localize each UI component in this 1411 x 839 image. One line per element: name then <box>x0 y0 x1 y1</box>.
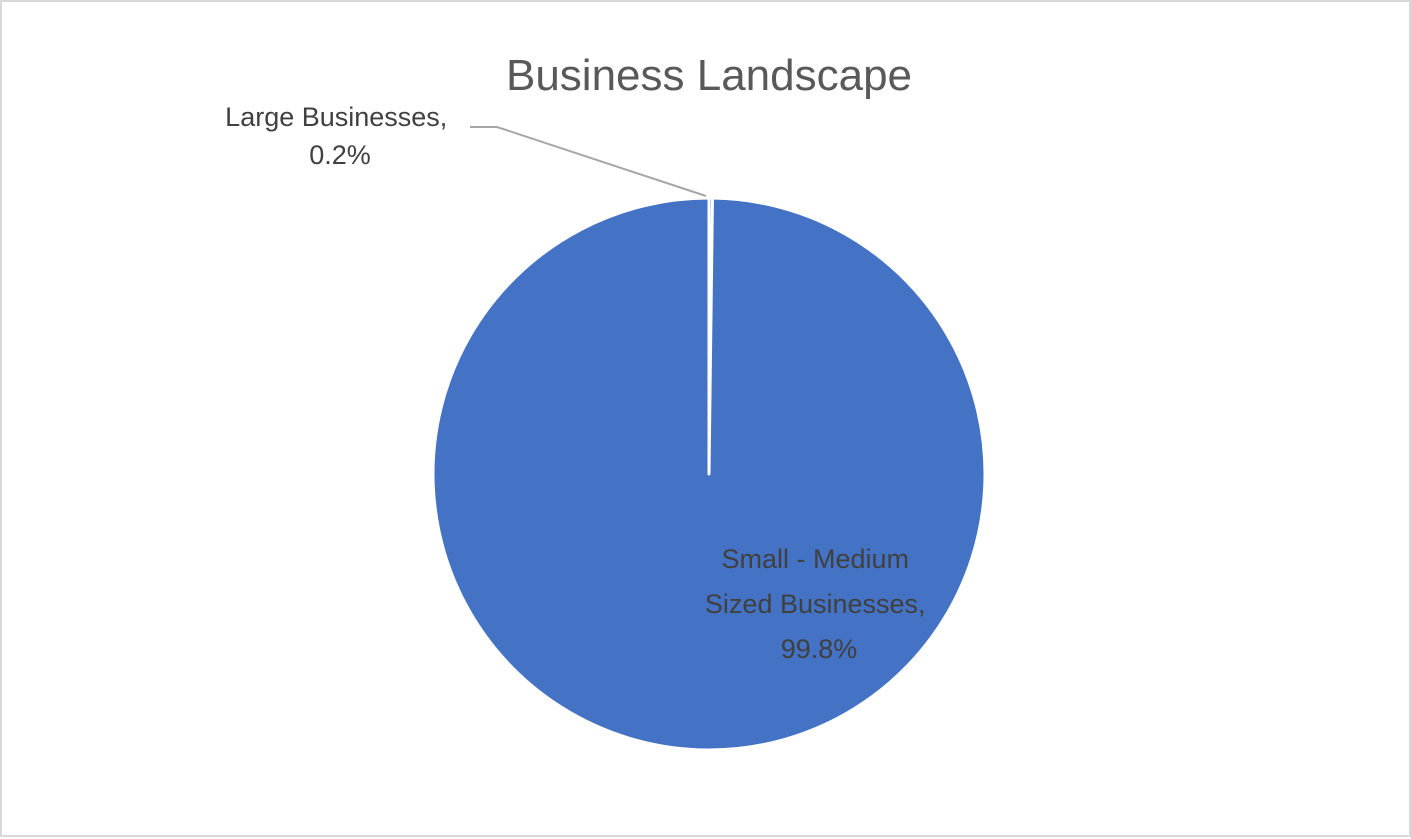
pie-slice-small-medium-sized-businesses <box>431 196 987 752</box>
data-label-small-medium-businesses-line-2: Sized Businesses, <box>705 589 926 619</box>
data-label-large-businesses-line-1: Large Businesses, <box>225 102 447 132</box>
data-label-small-medium-businesses-line-1: Small - Medium <box>721 544 909 574</box>
pie-slices <box>431 196 987 752</box>
data-label-large-businesses: Large Businesses, 0.2% <box>225 102 455 170</box>
data-label-small-medium-businesses-line-3: 99.8% <box>781 634 858 664</box>
data-label-large-businesses-line-2: 0.2% <box>309 140 371 170</box>
data-label-small-medium-businesses: Small - Medium Sized Businesses, 99.8% <box>705 544 933 664</box>
chart-title: Business Landscape <box>506 51 912 100</box>
leader-line-large-businesses <box>470 126 707 197</box>
